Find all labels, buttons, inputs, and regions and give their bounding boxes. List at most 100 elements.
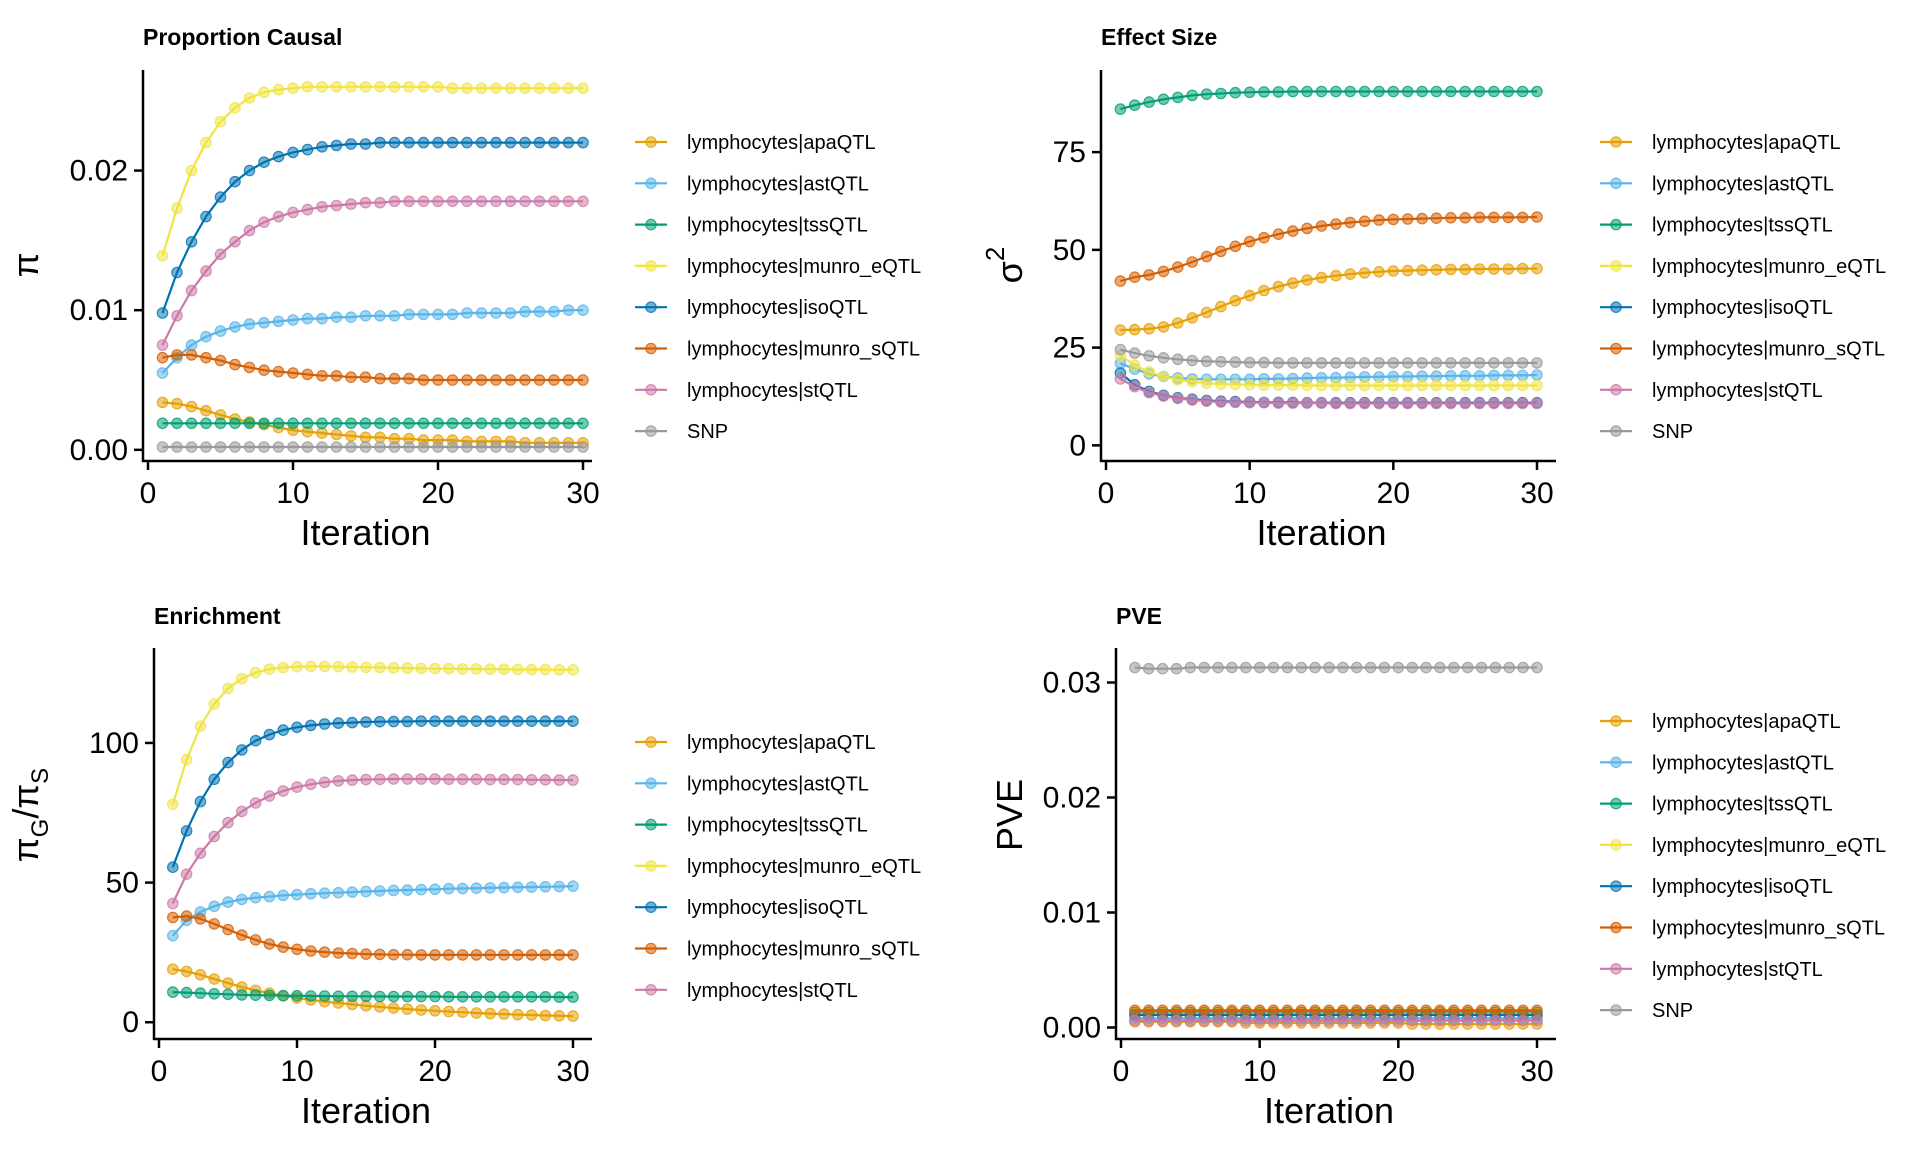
data-point	[185, 284, 198, 297]
data-point	[1114, 324, 1127, 336]
y-tick-label: 0.01	[70, 294, 128, 327]
x-tick-label: 10	[276, 477, 309, 510]
data-point	[388, 441, 401, 453]
data-point	[553, 663, 565, 676]
data-point	[1128, 99, 1141, 111]
data-point	[277, 724, 289, 736]
data-point	[291, 660, 303, 673]
data-point	[1143, 322, 1155, 335]
data-point	[1373, 379, 1385, 392]
data-point	[1430, 397, 1443, 410]
data-point	[185, 339, 198, 351]
data-point	[1502, 397, 1515, 410]
data-point	[1215, 300, 1227, 313]
panel-title: Proportion Causal	[143, 24, 342, 50]
data-point	[1401, 213, 1414, 225]
data-point	[1143, 386, 1155, 399]
legend-label: lymphocytes|astQTL	[1652, 173, 1834, 195]
data-point	[345, 138, 357, 150]
data-point	[236, 744, 248, 756]
data-point	[1186, 89, 1198, 102]
data-point	[1416, 212, 1428, 225]
legend-key-point	[1610, 425, 1622, 437]
data-point	[429, 1004, 441, 1017]
data-point	[318, 718, 331, 730]
series-line	[161, 200, 583, 346]
legend-label: lymphocytes|munro_sQTL	[1652, 918, 1885, 940]
data-point	[1517, 1004, 1529, 1017]
series-lymphocytes-isoqtl	[167, 715, 579, 873]
data-point	[1445, 263, 1457, 276]
data-point	[1229, 86, 1242, 99]
data-point	[236, 929, 248, 941]
data-point	[577, 374, 589, 386]
data-point	[577, 195, 589, 208]
data-point	[185, 441, 198, 453]
legend-key-point	[645, 260, 657, 272]
data-point	[249, 934, 262, 946]
data-point	[1200, 377, 1213, 389]
data-point	[185, 417, 198, 430]
data-point	[1200, 250, 1213, 263]
data-point	[332, 947, 345, 959]
data-point	[318, 776, 331, 789]
data-point	[1531, 262, 1543, 275]
data-point	[1364, 1014, 1377, 1027]
data-point	[1143, 349, 1155, 362]
data-point	[533, 417, 546, 430]
panel-title: Enrichment	[154, 603, 281, 629]
data-point	[1475, 1014, 1488, 1027]
legend-label: lymphocytes|apaQTL	[687, 732, 876, 754]
data-point	[484, 990, 496, 1003]
data-point	[194, 913, 207, 925]
data-point	[1198, 1004, 1210, 1017]
data-point	[1502, 85, 1515, 98]
data-point	[1344, 357, 1356, 369]
data-point	[1212, 1004, 1224, 1017]
data-point	[1212, 661, 1224, 674]
data-point	[446, 308, 459, 321]
legend-entry: lymphocytes|stQTL	[1600, 959, 1823, 981]
data-point	[1459, 85, 1471, 98]
series-lymphocytes-tssqtl	[167, 986, 579, 1003]
data-point	[533, 305, 546, 318]
data-point	[373, 885, 386, 897]
data-point	[548, 374, 560, 386]
data-point	[548, 136, 560, 149]
data-point	[1226, 1004, 1238, 1017]
data-point	[461, 195, 473, 208]
data-point	[1258, 231, 1270, 244]
data-point	[511, 990, 524, 1003]
data-point	[539, 990, 552, 1003]
data-point	[1200, 306, 1213, 319]
series-lymphocytes-munro-sqtl	[1114, 211, 1543, 287]
data-point	[456, 663, 469, 675]
data-point	[291, 781, 303, 793]
data-point	[429, 773, 441, 785]
data-point	[156, 339, 169, 351]
data-point	[171, 266, 183, 279]
data-point	[1330, 397, 1342, 410]
data-point	[194, 987, 207, 999]
data-point	[194, 968, 207, 981]
data-point	[1287, 85, 1299, 98]
data-point	[258, 316, 270, 329]
data-point	[1373, 397, 1385, 410]
data-point	[1430, 357, 1443, 369]
legend-entry: lymphocytes|tssQTL	[635, 815, 868, 837]
series-line	[161, 309, 583, 374]
legend-key-point	[645, 383, 657, 396]
series-snp	[1129, 661, 1543, 675]
data-point	[504, 136, 517, 149]
chart-panel-3: Enrichment 0 10 20 30 Iteration 0 50 100 πG/πS lym…	[5, 603, 921, 1131]
data-point	[417, 374, 430, 386]
data-point	[1373, 214, 1385, 226]
data-point	[200, 330, 212, 343]
data-point	[1358, 267, 1371, 279]
data-point	[346, 661, 358, 673]
data-point	[243, 361, 256, 374]
data-point	[185, 400, 198, 413]
data-point	[180, 825, 193, 837]
data-point	[156, 307, 169, 319]
data-point	[1344, 85, 1356, 98]
